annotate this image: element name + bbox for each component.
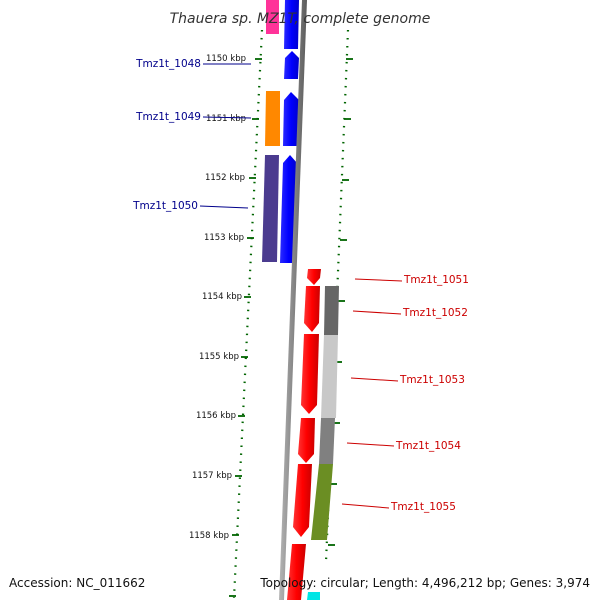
cog-block-gray[interactable] (319, 418, 335, 464)
cds-reverse[interactable] (284, 0, 299, 49)
forward-cds-track (287, 269, 321, 600)
cds-forward[interactable] (307, 269, 321, 285)
reverse-cds-track (280, 0, 299, 263)
gene-label[interactable]: Tmz1t_1053 (399, 374, 465, 386)
cds-forward[interactable] (304, 286, 320, 332)
cog-block-cyan[interactable] (307, 592, 320, 600)
gene-label[interactable]: Tmz1t_1051 (403, 274, 469, 286)
gene-label[interactable]: Tmz1t_1055 (390, 501, 456, 513)
leader-line (199, 205, 249, 209)
gene-leader-lines (199, 63, 403, 509)
leader-line (350, 377, 399, 382)
cds-reverse[interactable] (280, 155, 297, 263)
cds-reverse[interactable] (283, 92, 299, 146)
leader-line (202, 116, 252, 119)
leader-line (341, 503, 390, 509)
cog-block-orange[interactable] (265, 91, 280, 146)
gene-label[interactable]: Tmz1t_1054 (395, 440, 461, 452)
tick-label: 1155 kbp (199, 352, 239, 362)
cds-reverse[interactable] (284, 51, 299, 79)
cog-track-forward (307, 286, 339, 600)
tick-label: 1158 kbp (189, 531, 229, 541)
gene-label[interactable]: Tmz1t_1048 (135, 58, 201, 70)
cog-block-dark-gray[interactable] (324, 286, 339, 335)
gene-labels: Tmz1t_1048 Tmz1t_1049 Tmz1t_1050 Tmz1t_1… (132, 58, 469, 513)
tick-label: 1154 kbp (202, 292, 242, 302)
cog-block-light-gray[interactable] (321, 335, 338, 418)
cog-block-purple[interactable] (262, 155, 279, 262)
accession-text: Accession: NC_011662 (9, 576, 145, 590)
tick-label: 1152 kbp (205, 173, 245, 183)
tick-label: 1156 kbp (196, 411, 236, 421)
cds-forward[interactable] (298, 418, 315, 463)
cds-forward[interactable] (301, 334, 319, 414)
tick-label: 1157 kbp (192, 471, 232, 481)
map-title: Thauera sp. MZ1T, complete genome (170, 11, 431, 27)
genome-summary-text: Topology: circular; Length: 4,496,212 bp… (259, 576, 590, 590)
gene-label[interactable]: Tmz1t_1049 (135, 111, 201, 123)
tick-label: 1151 kbp (206, 114, 246, 124)
tick-labels: 1150 kbp 1151 kbp 1152 kbp 1153 kbp 1154… (189, 54, 246, 541)
cds-forward[interactable] (287, 544, 306, 600)
cog-block-pink[interactable] (266, 0, 279, 34)
leader-line (346, 442, 395, 447)
leader-line (352, 310, 402, 315)
leader-line (354, 278, 403, 282)
genome-backbone (279, 0, 307, 600)
gene-label[interactable]: Tmz1t_1052 (402, 307, 468, 319)
cog-track-reverse (262, 0, 280, 262)
cds-forward[interactable] (293, 464, 312, 537)
tick-label: 1150 kbp (206, 54, 246, 64)
gene-label[interactable]: Tmz1t_1050 (132, 200, 198, 212)
tick-marks (229, 58, 262, 597)
cog-block-olive[interactable] (311, 464, 333, 540)
tick-label: 1153 kbp (204, 233, 244, 243)
